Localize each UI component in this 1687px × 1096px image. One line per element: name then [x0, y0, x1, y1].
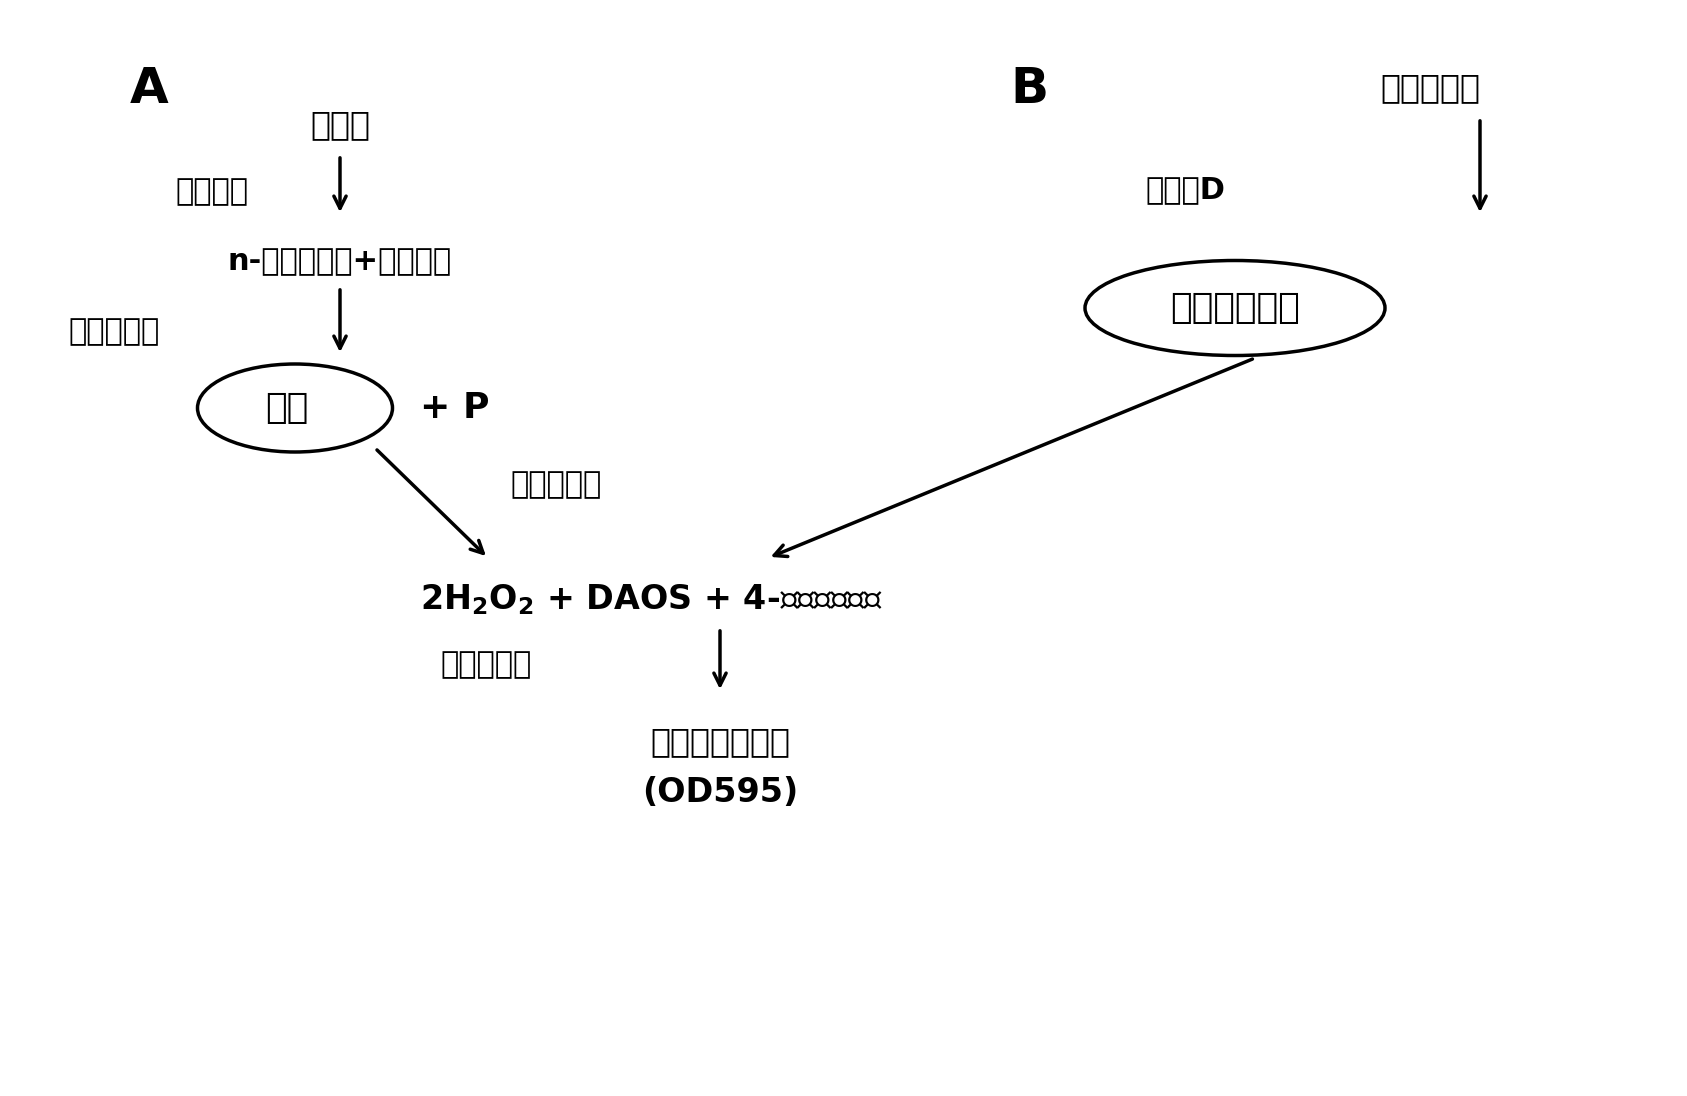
Text: 过氧化物酶: 过氧化物酶 — [440, 651, 531, 680]
Text: 胆碱氧化酶: 胆碱氧化酶 — [509, 470, 601, 500]
Text: 鞘磷脂酶: 鞘磷脂酶 — [175, 178, 248, 206]
Text: B: B — [1011, 65, 1048, 113]
Text: n-酰基鞘氨醇+磷酸胆碱: n-酰基鞘氨醇+磷酸胆碱 — [228, 248, 452, 276]
Text: + P: + P — [420, 391, 489, 425]
Text: 碱性磷酸酶: 碱性磷酸酶 — [67, 318, 159, 346]
Text: 磷脂酰胆碱: 磷脂酰胆碱 — [1380, 71, 1479, 104]
Text: $\mathbf{2H_2O_2}$ + DAOS + 4-氨基安替比林: $\mathbf{2H_2O_2}$ + DAOS + 4-氨基安替比林 — [420, 583, 882, 617]
Text: 紫色或蓝色染色: 紫色或蓝色染色 — [649, 726, 790, 758]
Text: 胆碱和磷脂酸: 胆碱和磷脂酸 — [1171, 292, 1301, 326]
Text: 胆碱: 胆碱 — [265, 391, 309, 425]
Text: (OD595): (OD595) — [641, 776, 798, 810]
Text: 磷脂酶D: 磷脂酶D — [1145, 175, 1225, 205]
Text: 鞘磷脂: 鞘磷脂 — [310, 109, 369, 141]
Text: A: A — [130, 65, 169, 113]
